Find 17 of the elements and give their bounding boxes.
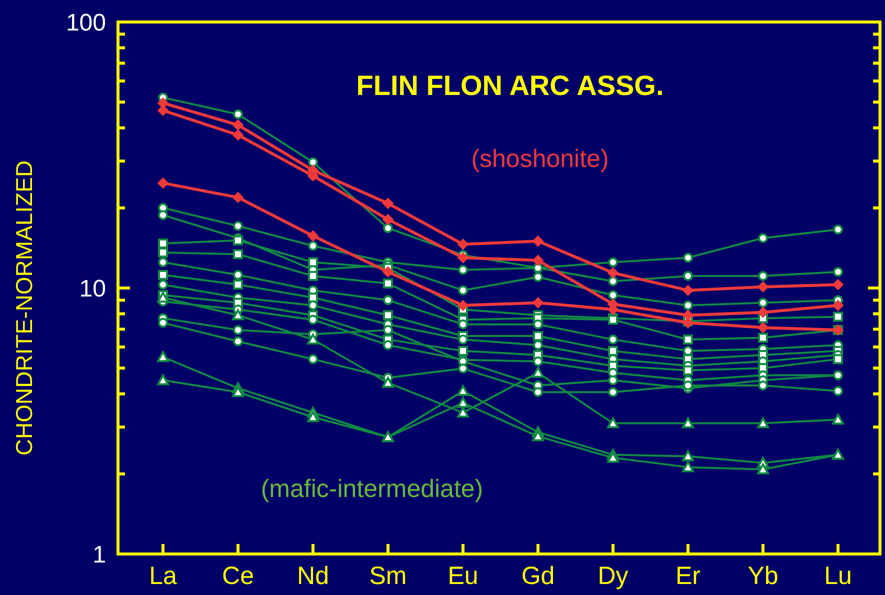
x-tick-label: Eu <box>448 562 478 590</box>
y-tick-label: 1 <box>92 541 106 568</box>
y-tick-label: 10 <box>79 275 106 302</box>
y-tick-label: 100 <box>66 9 106 36</box>
annotation: (mafic-intermediate) <box>260 475 484 503</box>
x-tick-label: Nd <box>297 562 329 590</box>
x-tick-label: Yb <box>748 562 778 590</box>
x-tick-label: Gd <box>521 562 555 590</box>
x-tick-label: Ce <box>222 562 254 590</box>
y-axis-title: CHONDRITE-NORMALIZED <box>11 160 37 456</box>
x-tick-label: Sm <box>369 562 407 590</box>
annotation: (shoshonite) <box>471 145 609 173</box>
x-tick-label: Lu <box>824 562 852 590</box>
x-tick-label: Er <box>676 562 700 590</box>
x-tick-label: Dy <box>598 562 629 590</box>
x-tick-label: La <box>149 562 177 590</box>
text: FLIN FLON ARC ASSG. <box>356 70 664 101</box>
